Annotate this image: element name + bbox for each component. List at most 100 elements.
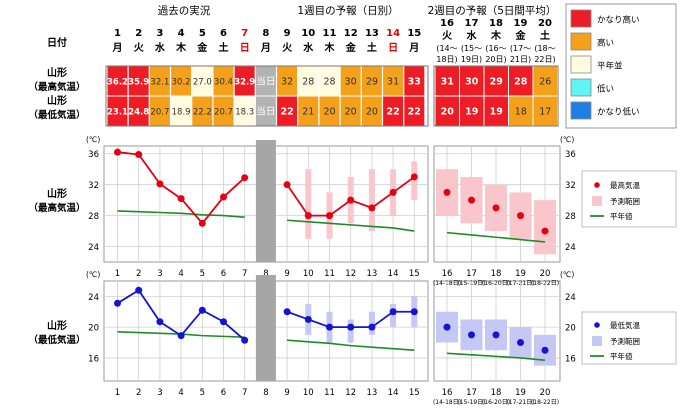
- day-dow-14: 日: [388, 42, 398, 54]
- max-xtick-4: 4: [178, 269, 183, 279]
- table-max-cell-11-value: 28: [323, 77, 335, 88]
- week2-date-16: 16: [440, 18, 454, 29]
- min-unit-right: (℃): [560, 270, 574, 279]
- table-frame-left: [105, 65, 429, 127]
- table-min-label-1: 山形: [47, 94, 67, 107]
- week2-range-a-18: (16～: [485, 44, 506, 53]
- min-ytick-right-16: 16: [565, 354, 576, 364]
- week2-range-b-19: 21日): [510, 55, 531, 64]
- max-xtick-14: 14: [388, 269, 399, 279]
- day-date-2: 2: [135, 28, 142, 39]
- day-dow-3: 水: [154, 41, 166, 54]
- table-max-cell-13-value: 29: [366, 77, 378, 88]
- max-xtick-11: 11: [324, 269, 335, 279]
- table-min-cell-9-value: 22: [280, 107, 293, 118]
- day-dow-12: 金: [345, 41, 357, 54]
- day-date-9: 9: [284, 28, 291, 39]
- section-title-week1: 1週目の予報（日別）: [297, 5, 398, 17]
- min-week2-xtick-18: 18: [491, 388, 502, 398]
- day-date-7: 7: [241, 28, 248, 39]
- table-max-cell-5-value: 27.0: [193, 78, 212, 88]
- table-week2-min-cell-1: [434, 95, 460, 127]
- min-point-6: [220, 318, 227, 326]
- week2-range-a-17: (15～: [461, 44, 482, 53]
- max-point-13: [368, 204, 376, 212]
- max-week2-point-17: [468, 196, 475, 204]
- min-week2-point-18: [492, 331, 500, 339]
- table-week2-min-cell-4-value: 18: [515, 107, 527, 118]
- table-min-cell-8-value: 当日: [256, 106, 275, 118]
- category-legend-swatch-2: [570, 32, 592, 51]
- table-max-cell-4-value: 30.2: [172, 78, 191, 88]
- max-week2-xtick-18: 18: [491, 269, 502, 279]
- max-xtick-2: 2: [136, 269, 141, 279]
- max-point-11: [326, 212, 333, 220]
- chart-min-label-1: 山形: [47, 319, 67, 332]
- day-dow-13: 土: [367, 41, 377, 54]
- min-week2-xrange-17: (15-19日): [457, 399, 485, 405]
- min-point-13: [368, 323, 376, 331]
- day-dow-7: 日: [240, 42, 250, 54]
- table-frame-right: [433, 65, 559, 127]
- min-week2-point-20: [541, 346, 549, 354]
- table-min-cell-2-value: 24.8: [128, 108, 149, 118]
- section-title-week2: 2週目の予報（5日間平均）: [428, 5, 557, 17]
- min-range-bar-12: [347, 319, 354, 343]
- min-week2-xrange-19: (17-21日): [506, 399, 534, 405]
- table-max-label-1: 山形: [47, 66, 67, 79]
- table-min-cell-15-value: 22: [408, 107, 421, 118]
- chart-marks: 1月2火3水4木5金6土7日8月9火10水11木12金13土14日15月16火(…: [86, 9, 640, 406]
- min-xtick-1: 1: [115, 388, 120, 398]
- week2-dow-16: 火: [442, 30, 453, 42]
- max-week2-xtick-19: 19: [515, 269, 526, 279]
- max-point-10: [304, 212, 312, 220]
- max-unit-left: (℃): [86, 135, 100, 144]
- min-chart-legend-frame: [581, 311, 677, 365]
- min-range-bar-13: [368, 311, 375, 335]
- day-date-12: 12: [344, 28, 358, 39]
- day-date-14: 14: [386, 28, 400, 39]
- table-week2-max-cell-3-value: 29: [490, 77, 503, 88]
- week2-range-a-19: (17～: [510, 44, 531, 53]
- category-legend-label-2: 高い: [597, 38, 614, 49]
- table-max-cell-7-value: 32.9: [234, 78, 255, 88]
- week2-date-18: 18: [489, 18, 503, 29]
- max-week2-xtick-17: 17: [466, 269, 477, 279]
- table-min-cell-5-value: 22.2: [193, 108, 212, 118]
- max-ytick-right-32: 32: [565, 181, 576, 191]
- week2-range-b-18: 20日): [485, 55, 506, 64]
- max-point-15: [410, 173, 418, 181]
- category-legend-swatch-1: [570, 9, 592, 28]
- min-point-9: [283, 308, 291, 316]
- min-xtick-5: 5: [200, 388, 205, 398]
- min-xtick-7: 7: [242, 388, 247, 398]
- min-ytick-16: 16: [88, 354, 99, 364]
- table-max-cell-1-value: 36.2: [107, 78, 128, 88]
- max-week2-point-19: [517, 212, 524, 220]
- max-xtick-7: 7: [242, 269, 247, 279]
- week2-dow-20: 土: [540, 29, 550, 42]
- week2-range-b-20: 22日): [534, 55, 555, 64]
- min-xtick-3: 3: [157, 388, 162, 398]
- table-min-cell-3-value: 20.7: [150, 108, 169, 118]
- day-dow-8: 月: [260, 42, 271, 54]
- day-date-11: 11: [323, 28, 337, 39]
- max-point-14: [389, 188, 397, 196]
- day-date-10: 10: [301, 28, 315, 39]
- chart-max-label-1: 山形: [47, 187, 67, 200]
- max-week2-xtick-20: 20: [540, 269, 551, 279]
- table-min-label-2: （最低気温）: [28, 109, 85, 121]
- table-min-cell-13-value: 20: [366, 107, 378, 118]
- max-xtick-15: 15: [409, 269, 420, 279]
- category-legend-label-3: 平年並: [597, 61, 623, 72]
- max-ytick-24: 24: [88, 243, 99, 253]
- min-week2-xtick-16: 16: [442, 388, 453, 398]
- category-legend-swatch-5: [570, 101, 592, 120]
- table-max-cell-6-value: 30.4: [214, 78, 233, 88]
- table-max-cell-15-value: 33: [408, 77, 421, 88]
- table-max-cell-14-value: 31: [387, 77, 399, 88]
- min-week2-point-16: [443, 323, 451, 331]
- table-week2-max-cell-5: [532, 65, 558, 97]
- min-point-12: [347, 323, 355, 331]
- max-point-2: [135, 151, 143, 159]
